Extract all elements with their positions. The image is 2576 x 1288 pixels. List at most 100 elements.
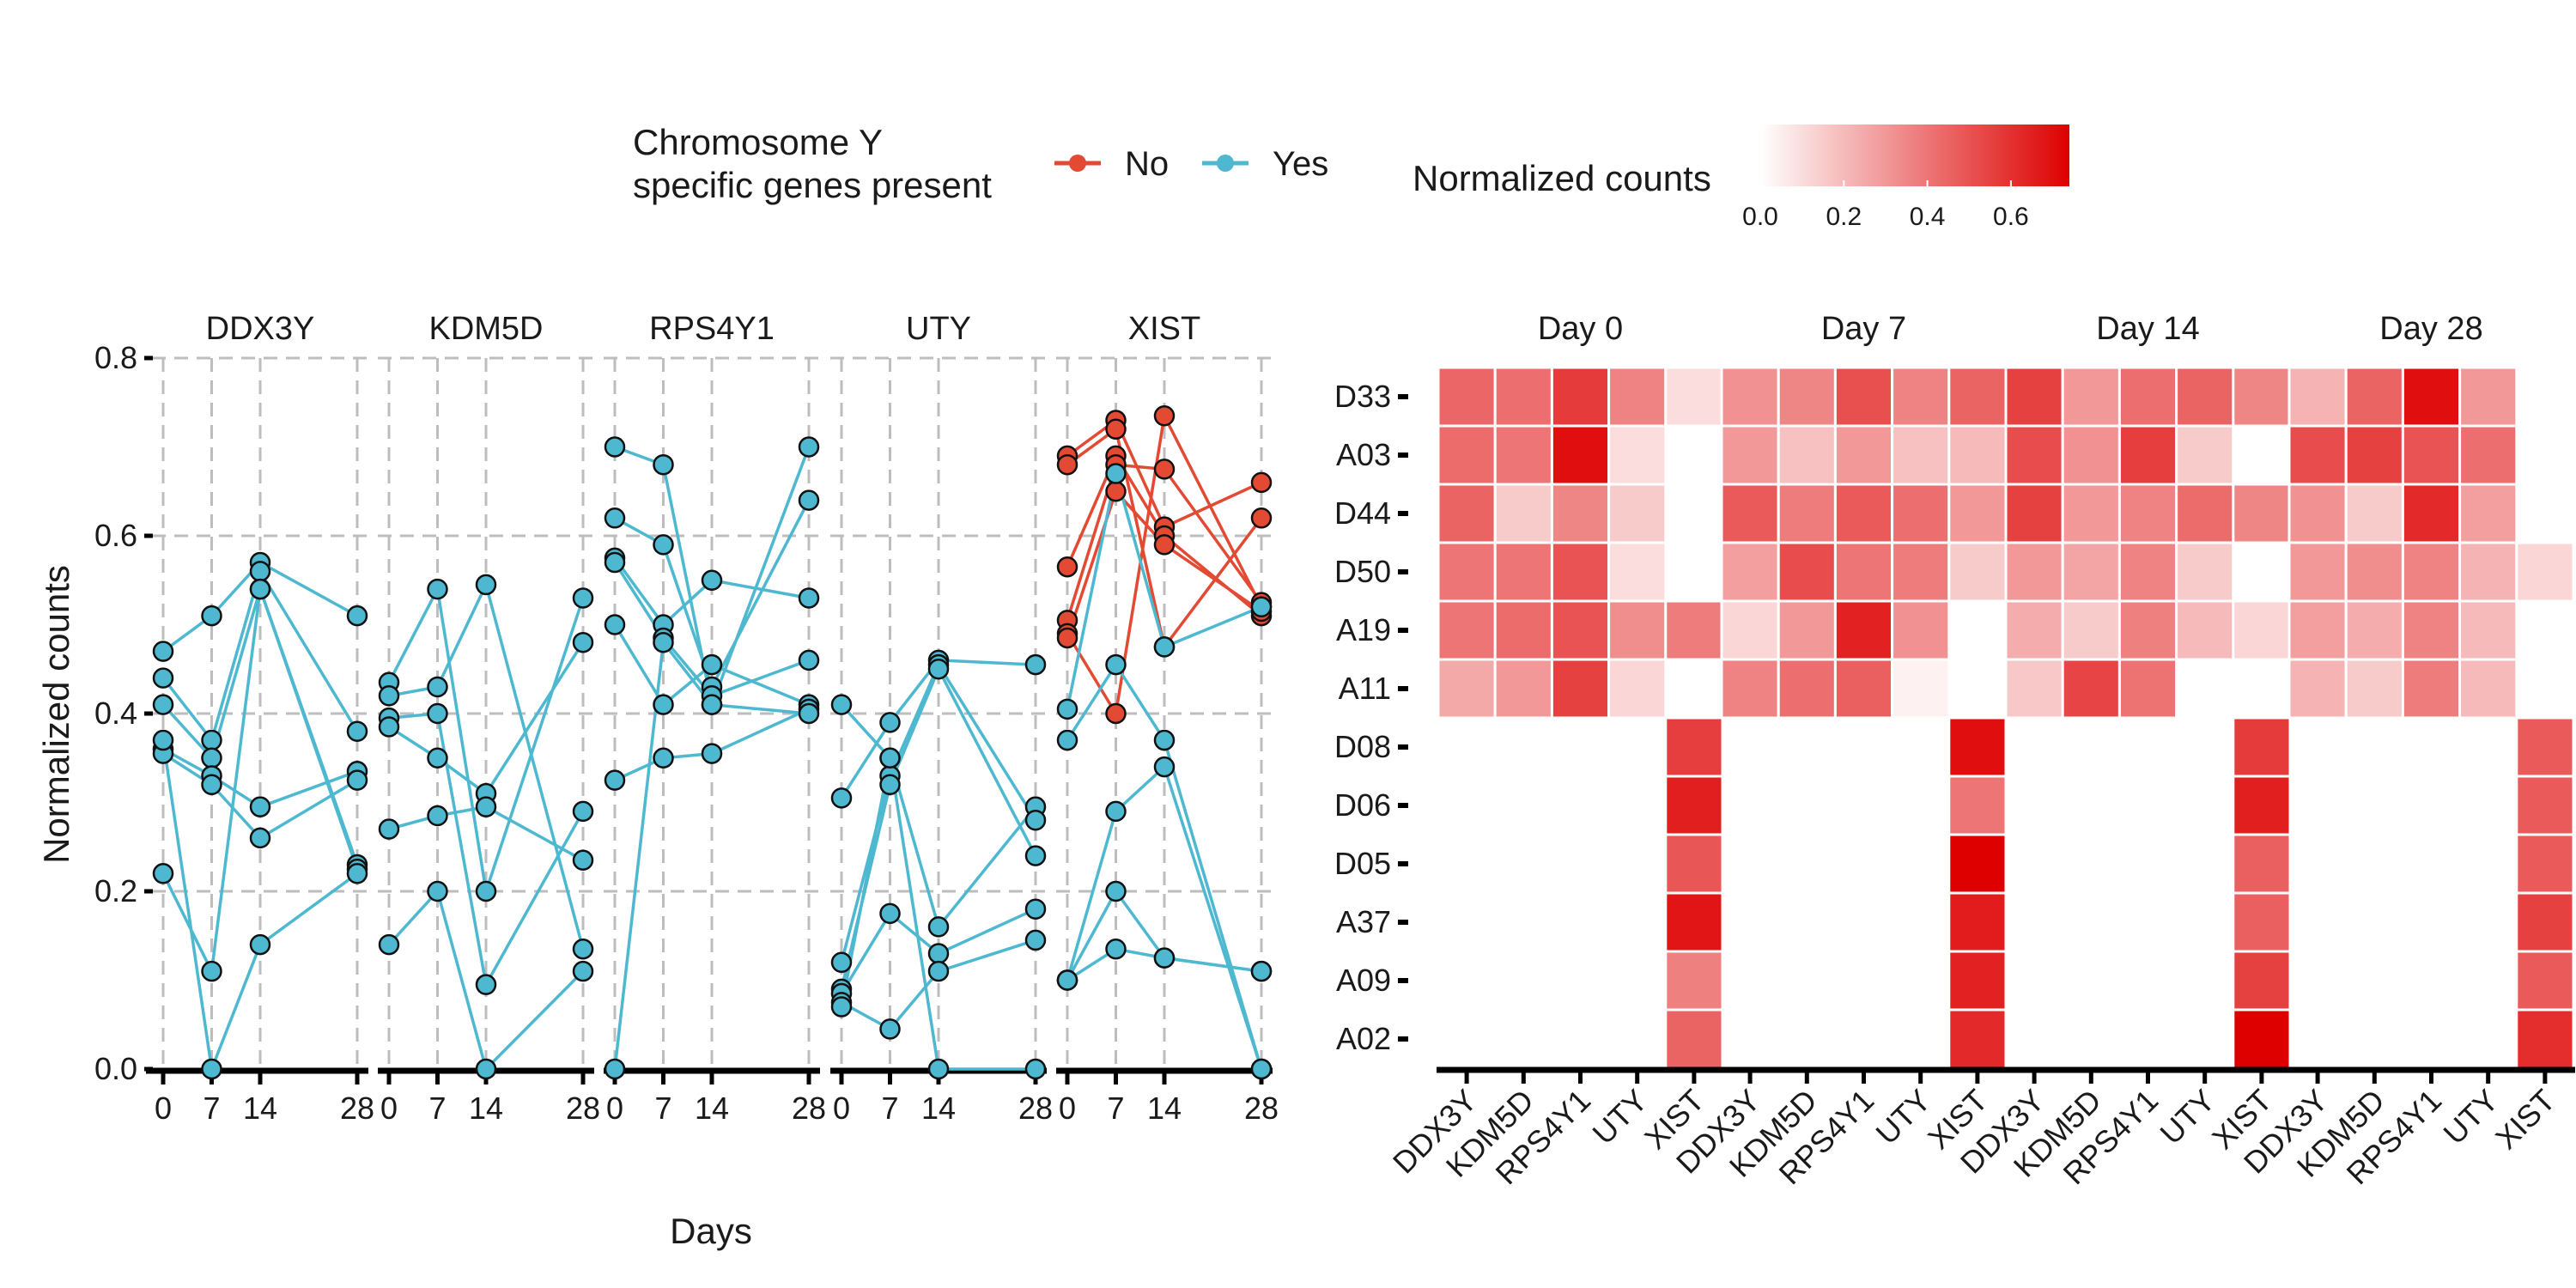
data-point-rps4y1-yes bbox=[604, 614, 626, 635]
x-tick-label: 7 bbox=[203, 1091, 220, 1126]
facet-strip-label: Day 0 bbox=[1538, 311, 1623, 347]
line-facet-ddx3y: DDX3Y 0 7 14 28 bbox=[152, 311, 374, 1126]
data-point-kdm5d-yes bbox=[427, 747, 448, 769]
facet-strip-label: Day 7 bbox=[1821, 311, 1906, 347]
data-point-xist-yes bbox=[1153, 947, 1176, 969]
heatmap-cell-a03-rps4y1 bbox=[1550, 424, 1611, 486]
data-point-kdm5d-yes bbox=[572, 849, 594, 872]
heatmap-cell-a19-uty bbox=[2175, 599, 2235, 661]
data-point-rps4y1-yes bbox=[653, 453, 674, 476]
heatmap-cell-d33-xist bbox=[1664, 366, 1724, 428]
x-tick-label: 7 bbox=[654, 1091, 671, 1126]
heatmap-cell-d33-ddx3y bbox=[2287, 366, 2348, 428]
heatmap-cell-d33-xist bbox=[2232, 366, 2292, 428]
colorbar-tick-label: 0.0 bbox=[1742, 203, 1778, 231]
heatmap-cell-d33-xist bbox=[1947, 366, 2008, 428]
data-point-ddx3y-yes bbox=[152, 641, 174, 662]
group-legend-title-line-2: specific genes present bbox=[633, 165, 992, 205]
heatmap-cell-d05-xist bbox=[2232, 833, 2292, 895]
heatmap-cell-d50-kdm5d bbox=[2061, 541, 2121, 603]
legend-label-no: No bbox=[1125, 145, 1169, 183]
heatmap-cell-d50-rps4y1 bbox=[2401, 541, 2462, 603]
data-point-xist-yes bbox=[1250, 960, 1273, 982]
data-point-ddx3y-yes bbox=[249, 827, 271, 849]
data-point-rps4y1-yes bbox=[653, 694, 674, 715]
series-line-rps4y1-yes bbox=[613, 623, 810, 708]
facet-strip-label: KDM5D bbox=[428, 311, 543, 347]
colorbar-tick-label: 0.6 bbox=[1993, 203, 2029, 231]
heatmap-cell-d44-uty bbox=[2458, 483, 2518, 544]
heatmap-cell-d33-rps4y1 bbox=[2117, 366, 2178, 428]
data-point-ddx3y-yes bbox=[201, 747, 222, 769]
heatmap-cell-a11-ddx3y bbox=[1437, 658, 1497, 720]
facet-strip-label: UTY bbox=[906, 311, 971, 347]
heatmap-cell-a03-ddx3y bbox=[1720, 424, 1780, 486]
heatmap-cell-a37-xist bbox=[2232, 891, 2292, 953]
heatmap-cell-d50-xist bbox=[2515, 541, 2575, 603]
facet-strip-label: Day 28 bbox=[2379, 311, 2482, 347]
heatmap-cell-d50-rps4y1 bbox=[1550, 541, 1611, 603]
data-point-xist-yes bbox=[1250, 596, 1273, 618]
heatmap-cell-a19-kdm5d bbox=[2344, 599, 2404, 661]
heatmap-cell-a19-ddx3y bbox=[2004, 599, 2064, 661]
x-tick-label: 0 bbox=[155, 1091, 172, 1126]
x-tick-label: 0 bbox=[606, 1091, 623, 1126]
heatmap-cell-a19-xist bbox=[2232, 599, 2292, 661]
series-line-uty-yes bbox=[840, 703, 1037, 931]
heatmap-cell-d33-rps4y1 bbox=[1550, 366, 1611, 428]
data-point-kdm5d-yes bbox=[427, 676, 448, 698]
facet-strip-label: Day 14 bbox=[2096, 311, 2199, 347]
data-point-rps4y1-yes bbox=[798, 587, 820, 609]
data-point-uty-yes bbox=[830, 951, 853, 974]
heatmap-cell-a19-xist bbox=[1664, 599, 1724, 661]
data-point-rps4y1-yes bbox=[701, 694, 723, 715]
heatmap-cell-a19-kdm5d bbox=[2061, 599, 2121, 661]
data-point-uty-yes bbox=[1024, 1058, 1047, 1080]
series-line-ddx3y-yes bbox=[161, 560, 358, 653]
x-tick-label: 0 bbox=[833, 1091, 850, 1126]
data-point-xist-no bbox=[1105, 418, 1127, 440]
heatmap-cell-d33-rps4y1 bbox=[1833, 366, 1894, 428]
y-tick-label: 0.4 bbox=[94, 696, 137, 731]
data-point-uty-yes bbox=[879, 902, 901, 925]
series-line-uty-yes bbox=[840, 908, 1036, 994]
data-point-ddx3y-yes bbox=[152, 863, 174, 884]
heatmap-cell-d08-xist bbox=[1947, 716, 2008, 778]
data-point-ddx3y-yes bbox=[152, 667, 174, 689]
heatmap-cell-a19-kdm5d bbox=[1493, 599, 1553, 661]
x-tick-label: 14 bbox=[921, 1091, 956, 1126]
heatmap-column-label: XIST bbox=[2488, 1083, 2562, 1157]
data-point-xist-yes bbox=[1105, 800, 1127, 823]
heatmap-cell-d44-xist bbox=[2232, 483, 2292, 544]
y-tick-label: 0.8 bbox=[94, 340, 137, 375]
heatmap-row-label: D06 bbox=[1334, 787, 1391, 823]
data-point-rps4y1-yes bbox=[604, 507, 626, 529]
data-point-xist-yes bbox=[1105, 939, 1127, 960]
heatmap-cell-a03-xist bbox=[1947, 424, 2008, 486]
series-line-kdm5d-yes bbox=[387, 584, 585, 892]
heatmap-row-label: A11 bbox=[1339, 671, 1391, 706]
heatmap-cell-a03-uty bbox=[2458, 424, 2518, 486]
data-point-xist-yes bbox=[1056, 969, 1078, 991]
data-point-xist-no bbox=[1105, 702, 1127, 725]
heatmap-cell-d33-kdm5d bbox=[2344, 366, 2404, 428]
data-point-uty-yes bbox=[830, 694, 853, 715]
data-point-rps4y1-yes bbox=[798, 436, 820, 458]
data-point-ddx3y-yes bbox=[201, 729, 222, 751]
heatmap-cell-d06-xist bbox=[2232, 775, 2292, 836]
data-point-ddx3y-yes bbox=[249, 933, 271, 956]
data-point-kdm5d-yes bbox=[572, 631, 594, 653]
data-point-rps4y1-yes bbox=[604, 769, 626, 791]
heatmap-cell-a11-kdm5d bbox=[2061, 658, 2121, 720]
data-point-ddx3y-yes bbox=[249, 561, 271, 582]
heatmap-cell-a19-kdm5d bbox=[1777, 599, 1837, 661]
series-line-ddx3y-yes bbox=[161, 588, 359, 977]
x-tick-label: 28 bbox=[566, 1091, 600, 1126]
heatmap-cell-d44-rps4y1 bbox=[2401, 483, 2462, 544]
x-tick-label: 28 bbox=[1018, 1091, 1053, 1126]
heatmap-cell-d33-ddx3y bbox=[1437, 366, 1497, 428]
heatmap-cell-a19-ddx3y bbox=[1720, 599, 1780, 661]
heatmap-cell-a03-rps4y1 bbox=[2401, 424, 2462, 486]
data-point-ddx3y-yes bbox=[249, 796, 271, 817]
facet-strip-label: DDX3Y bbox=[206, 311, 315, 347]
